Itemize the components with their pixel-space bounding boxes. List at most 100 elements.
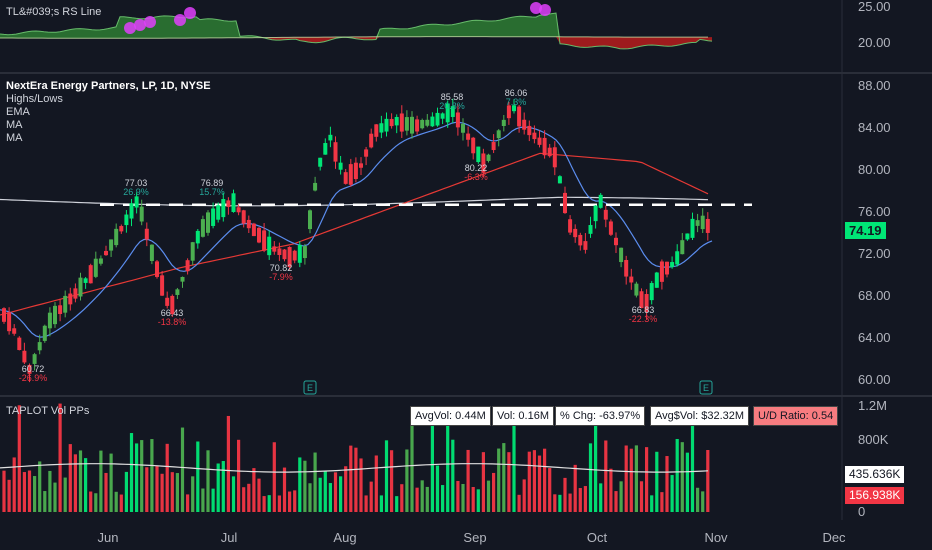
volume-bar <box>53 482 57 512</box>
earnings-marker[interactable]: E <box>699 380 713 395</box>
candle <box>73 288 78 299</box>
last-price-tag: 74.19 <box>845 222 886 239</box>
extreme-value-label: 76.89 <box>201 178 224 188</box>
candle <box>410 116 414 134</box>
volume-bar <box>553 494 557 512</box>
volume-bar <box>160 473 164 512</box>
candle <box>486 154 491 161</box>
avg-volume-tag: 435.636K <box>845 466 905 483</box>
candle <box>63 295 68 313</box>
avg-dollar-vol-stat: Avg$Vol: $32.32M <box>650 406 750 426</box>
volume-bar <box>262 496 266 512</box>
volume-bar <box>298 457 302 512</box>
volume-bar <box>619 481 623 512</box>
candle <box>226 200 231 207</box>
candle <box>471 137 476 154</box>
candle <box>195 230 200 244</box>
volume-bar <box>568 493 572 512</box>
volume-bar <box>420 480 424 512</box>
volume-bar <box>237 439 241 512</box>
time-tick: Nov <box>704 530 728 545</box>
volume-bar <box>655 451 659 512</box>
volume-bar <box>476 489 480 512</box>
legend-ema[interactable]: EMA <box>6 106 30 118</box>
volume-bar <box>94 493 98 512</box>
legend-symbol[interactable]: NextEra Energy Partners, LP, 1D, NYSE <box>6 80 211 92</box>
candle <box>547 147 552 157</box>
candle <box>542 137 547 156</box>
volume-bar <box>384 440 389 512</box>
legend-highs-lows[interactable]: Highs/Lows <box>6 93 63 105</box>
volume-bar <box>690 416 695 512</box>
earnings-marker-box[interactable] <box>303 380 317 395</box>
extreme-pct-label: 26.9% <box>123 187 149 197</box>
candle <box>180 276 185 282</box>
candle <box>445 103 450 123</box>
price-tick: 76.00 <box>858 204 891 219</box>
volume-bar <box>186 494 190 512</box>
volume-bar <box>201 488 205 512</box>
legend-ma[interactable]: MA <box>6 119 23 131</box>
extreme-pct-label: -26.9% <box>19 373 48 383</box>
volume-panel-title[interactable]: TAPLOT Vol PPs <box>6 405 90 417</box>
candle <box>93 258 98 277</box>
volume-bar <box>614 491 618 512</box>
volume-bar <box>502 443 506 512</box>
candle <box>251 223 256 237</box>
extreme-value-label: 86.06 <box>505 88 528 98</box>
volume-bar <box>58 403 62 512</box>
earnings-marker[interactable]: E <box>303 380 317 395</box>
volume-bar <box>532 450 536 512</box>
volume-bar <box>27 470 32 512</box>
volume-axis-tick: 0 <box>858 504 865 519</box>
volume-bar <box>497 448 501 512</box>
volume-bar <box>696 487 700 512</box>
candle <box>231 193 236 213</box>
legend-ma[interactable]: MA <box>6 132 23 144</box>
extreme-value-label: 80.22 <box>465 163 488 173</box>
price-tick: 64.00 <box>858 330 891 345</box>
volume-bar <box>665 456 669 512</box>
time-tick: Jun <box>98 530 119 545</box>
candle <box>624 259 629 277</box>
candle <box>98 258 103 264</box>
candle <box>257 227 261 243</box>
volume-bar <box>629 448 633 512</box>
candle <box>175 289 180 295</box>
candle <box>705 218 710 233</box>
candle <box>491 142 496 151</box>
candle <box>7 312 12 332</box>
candle <box>313 182 318 191</box>
volume-axis-tick: 1.2M <box>858 398 887 413</box>
extreme-pct-label: -7.9% <box>269 272 293 282</box>
candle <box>517 106 522 127</box>
volume-bar <box>226 415 230 512</box>
rs-axis-tick: 20.00 <box>858 35 891 50</box>
earnings-marker-box[interactable] <box>699 380 713 395</box>
volume-bar <box>390 450 394 512</box>
volume-bar <box>135 443 139 512</box>
candle <box>496 130 501 139</box>
volume-bar <box>109 453 113 512</box>
candle <box>114 228 119 246</box>
volume-bar <box>89 491 93 512</box>
candle <box>185 260 190 272</box>
candle <box>53 305 57 325</box>
candle <box>338 162 343 170</box>
candle <box>532 132 537 140</box>
rs-positive-area <box>0 13 712 39</box>
candle <box>384 118 389 132</box>
candle <box>389 118 394 127</box>
candle <box>206 212 210 233</box>
rs-new-high-dot <box>539 4 551 16</box>
candle <box>2 308 6 322</box>
time-tick: Sep <box>463 530 486 545</box>
volume-bar <box>339 476 343 512</box>
volume-bar <box>374 455 378 512</box>
volume-bar <box>359 458 363 512</box>
candle <box>379 123 384 133</box>
candle <box>241 210 246 224</box>
volume-bar <box>33 476 37 512</box>
volume-bar <box>242 487 246 512</box>
volume-bar <box>645 447 649 512</box>
